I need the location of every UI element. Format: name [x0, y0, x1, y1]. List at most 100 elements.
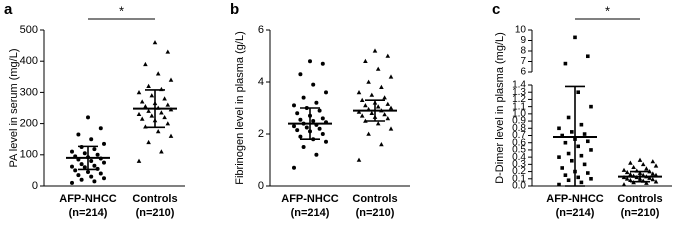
data-point [586, 54, 590, 59]
data-point [582, 132, 587, 136]
data-point [165, 49, 171, 54]
data-point [152, 40, 158, 45]
significance-label: * [605, 3, 610, 18]
x-tick-label: (n=210) [621, 207, 660, 219]
data-point [102, 141, 106, 146]
data-point [557, 126, 561, 131]
data-point [644, 180, 649, 185]
y-tick-label: 0.8 [512, 123, 526, 134]
data-point [586, 171, 590, 175]
data-point [98, 126, 103, 131]
data-point [563, 173, 568, 177]
data-point [557, 182, 561, 187]
x-tick-label: (n=214) [556, 207, 595, 219]
y-tick-label: 0.6 [512, 137, 526, 148]
x-tick-label: AFP-NHCC [546, 193, 603, 205]
data-point [570, 158, 574, 163]
data-point [563, 61, 568, 66]
data-point [89, 137, 94, 142]
data-point [314, 152, 319, 157]
x-tick-label: Controls [352, 193, 397, 205]
data-point [388, 126, 394, 131]
y-tick-label: 0.3 [512, 159, 526, 170]
data-point [102, 176, 106, 181]
data-point [631, 164, 636, 170]
y-tick-label: 0 [258, 180, 264, 192]
data-point [295, 128, 300, 133]
data-point [382, 112, 387, 117]
data-point [624, 176, 630, 181]
data-point [102, 160, 106, 165]
data-point [317, 108, 322, 113]
y-tick-label: 6 [258, 24, 264, 36]
data-point [70, 164, 74, 169]
data-point [653, 179, 659, 184]
data-point [366, 79, 371, 84]
x-tick-label: (n=214) [69, 207, 108, 219]
data-point [379, 84, 384, 89]
data-point [136, 158, 142, 163]
x-tick-label: Controls [132, 193, 177, 205]
data-point [146, 83, 151, 88]
data-point [292, 165, 296, 170]
data-point [375, 121, 381, 126]
data-point [576, 90, 580, 95]
x-tick-label: AFP-NHCC [281, 193, 338, 205]
data-point [586, 139, 590, 144]
y-tick-label: 1.3 [512, 87, 526, 98]
data-point [359, 97, 365, 102]
y-tick-label: 100 [20, 149, 38, 161]
data-point [301, 95, 306, 100]
data-point [139, 116, 145, 121]
data-point [155, 129, 161, 134]
data-point [356, 157, 362, 162]
error-bar [145, 89, 165, 129]
data-point [136, 90, 142, 95]
data-point [640, 161, 646, 167]
data-point [304, 125, 309, 130]
data-point [298, 134, 303, 139]
data-point [589, 148, 593, 152]
data-point [563, 140, 568, 145]
data-point [79, 162, 84, 167]
data-point [369, 110, 375, 115]
data-point [73, 168, 78, 173]
data-point [363, 103, 368, 108]
y-axis-label: D-Dimer level in plasma (mg/L) [494, 32, 506, 184]
data-point [92, 163, 97, 168]
y-tick-label: 1.0 [512, 108, 526, 119]
data-point [301, 145, 306, 149]
data-point [165, 121, 171, 126]
data-point [159, 149, 164, 154]
y-tick-label: 0.5 [512, 145, 526, 156]
data-point [70, 180, 74, 185]
data-point [295, 111, 300, 116]
y-tick-label: 0.9 [512, 116, 526, 127]
error-bar [78, 145, 98, 171]
data-point [650, 171, 656, 176]
data-point [311, 119, 316, 123]
x-tick-label: (n=210) [136, 207, 175, 219]
data-point [89, 159, 94, 164]
data-point [98, 171, 103, 176]
data-point [589, 176, 593, 181]
y-tick-label: 0.7 [512, 130, 526, 141]
data-point [82, 165, 87, 170]
y-tick-label: 1.4 [512, 80, 526, 91]
data-point [573, 35, 577, 40]
data-point [369, 92, 375, 97]
data-point [159, 110, 164, 115]
data-point [162, 114, 167, 120]
panel-label: a [4, 1, 13, 18]
data-point [579, 180, 584, 185]
data-point [76, 132, 81, 137]
data-point [382, 95, 387, 100]
data-point [139, 99, 145, 104]
data-point [379, 142, 384, 147]
data-point [298, 117, 303, 122]
data-point [557, 155, 561, 159]
data-point [324, 139, 328, 144]
data-point [637, 157, 643, 162]
data-point [168, 133, 174, 138]
error-bar [630, 170, 650, 183]
